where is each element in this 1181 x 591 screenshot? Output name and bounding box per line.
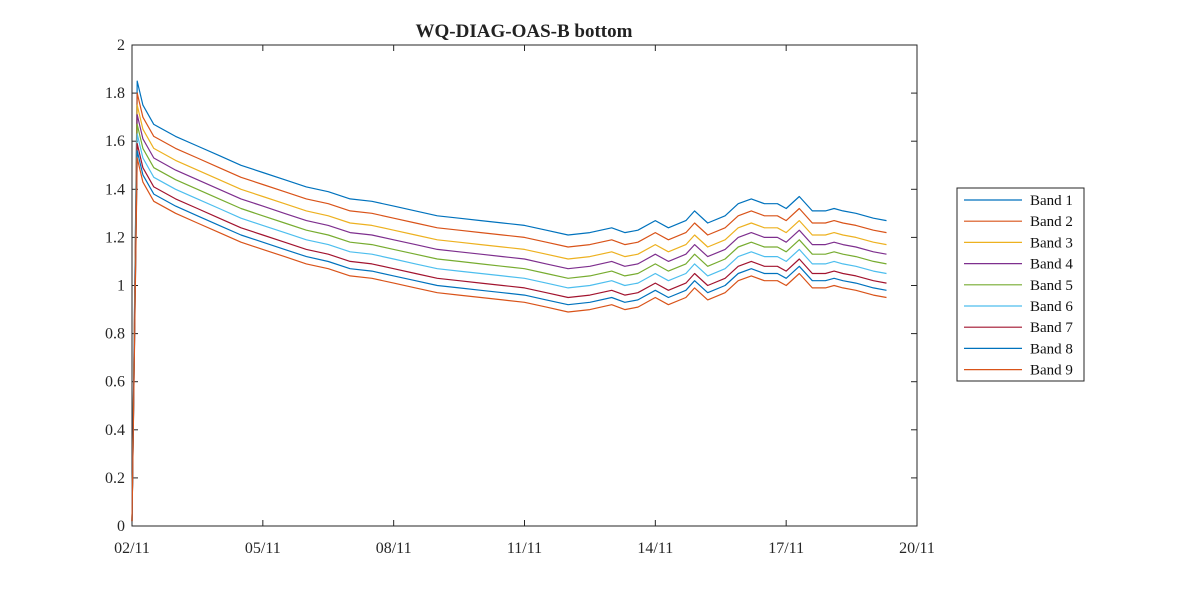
- y-tick-label: 0: [117, 518, 125, 535]
- y-tick-label: 0.6: [105, 374, 125, 391]
- legend-items: Band 1 Band 2 Band 3 Band 4 Band 5 Band 6 Band…: [964, 193, 1073, 379]
- y-tick-label: 1: [117, 278, 125, 295]
- series-lines: [131, 80, 887, 522]
- x-tick-label: 17/11: [768, 540, 804, 557]
- legend-label-band-8: Band 8: [1030, 341, 1073, 357]
- x-tick-label: 20/11: [899, 540, 935, 557]
- y-tick-label: 1.4: [105, 181, 125, 198]
- x-tick-label: 05/11: [245, 540, 281, 557]
- series-line-band-7: [131, 143, 887, 522]
- legend-label-band-2: Band 2: [1030, 214, 1073, 230]
- y-tick-label: 0.8: [105, 326, 125, 343]
- x-tick-label: 02/11: [114, 540, 150, 557]
- legend-label-band-5: Band 5: [1030, 278, 1073, 294]
- y-tick-label: 0.4: [105, 422, 125, 439]
- y-tick-label: 1.6: [105, 133, 125, 150]
- x-tick-label: 14/11: [637, 540, 673, 557]
- series-line-band-6: [131, 133, 887, 522]
- series-line-band-4: [131, 114, 887, 522]
- legend-label-band-4: Band 4: [1030, 257, 1073, 273]
- series-line-band-3: [131, 104, 887, 522]
- x-tick-label: 08/11: [376, 540, 412, 557]
- x-axis: 02/11 05/11 08/11 11/11 14/11 17/11 20/11: [114, 45, 935, 557]
- series-line-band-1: [131, 80, 887, 522]
- legend: Band 1 Band 2 Band 3 Band 4 Band 5 Band 6 Band…: [956, 187, 1085, 382]
- legend-label-band-3: Band 3: [1030, 235, 1073, 251]
- series-line-band-8: [131, 150, 887, 522]
- y-tick-label: 0.2: [105, 470, 125, 487]
- series-line-band-5: [131, 123, 887, 522]
- y-tick-label: 2: [117, 37, 125, 54]
- legend-label-band-7: Band 7: [1030, 320, 1073, 336]
- y-tick-label: 1.2: [105, 229, 125, 246]
- series-line-band-2: [131, 92, 887, 522]
- x-tick-label: 11/11: [507, 540, 542, 557]
- y-tick-label: 1.8: [105, 85, 125, 102]
- series-line-band-9: [131, 157, 887, 522]
- chart-title: WQ-DIAG-OAS-B bottom: [416, 21, 633, 42]
- legend-label-band-9: Band 9: [1030, 363, 1073, 379]
- legend-label-band-6: Band 6: [1030, 299, 1073, 315]
- y-axis: 0 0.2 0.4 0.6 0.8 1 1.2 1.4 1.6 1.8 2: [105, 37, 917, 535]
- legend-label-band-1: Band 1: [1030, 193, 1073, 209]
